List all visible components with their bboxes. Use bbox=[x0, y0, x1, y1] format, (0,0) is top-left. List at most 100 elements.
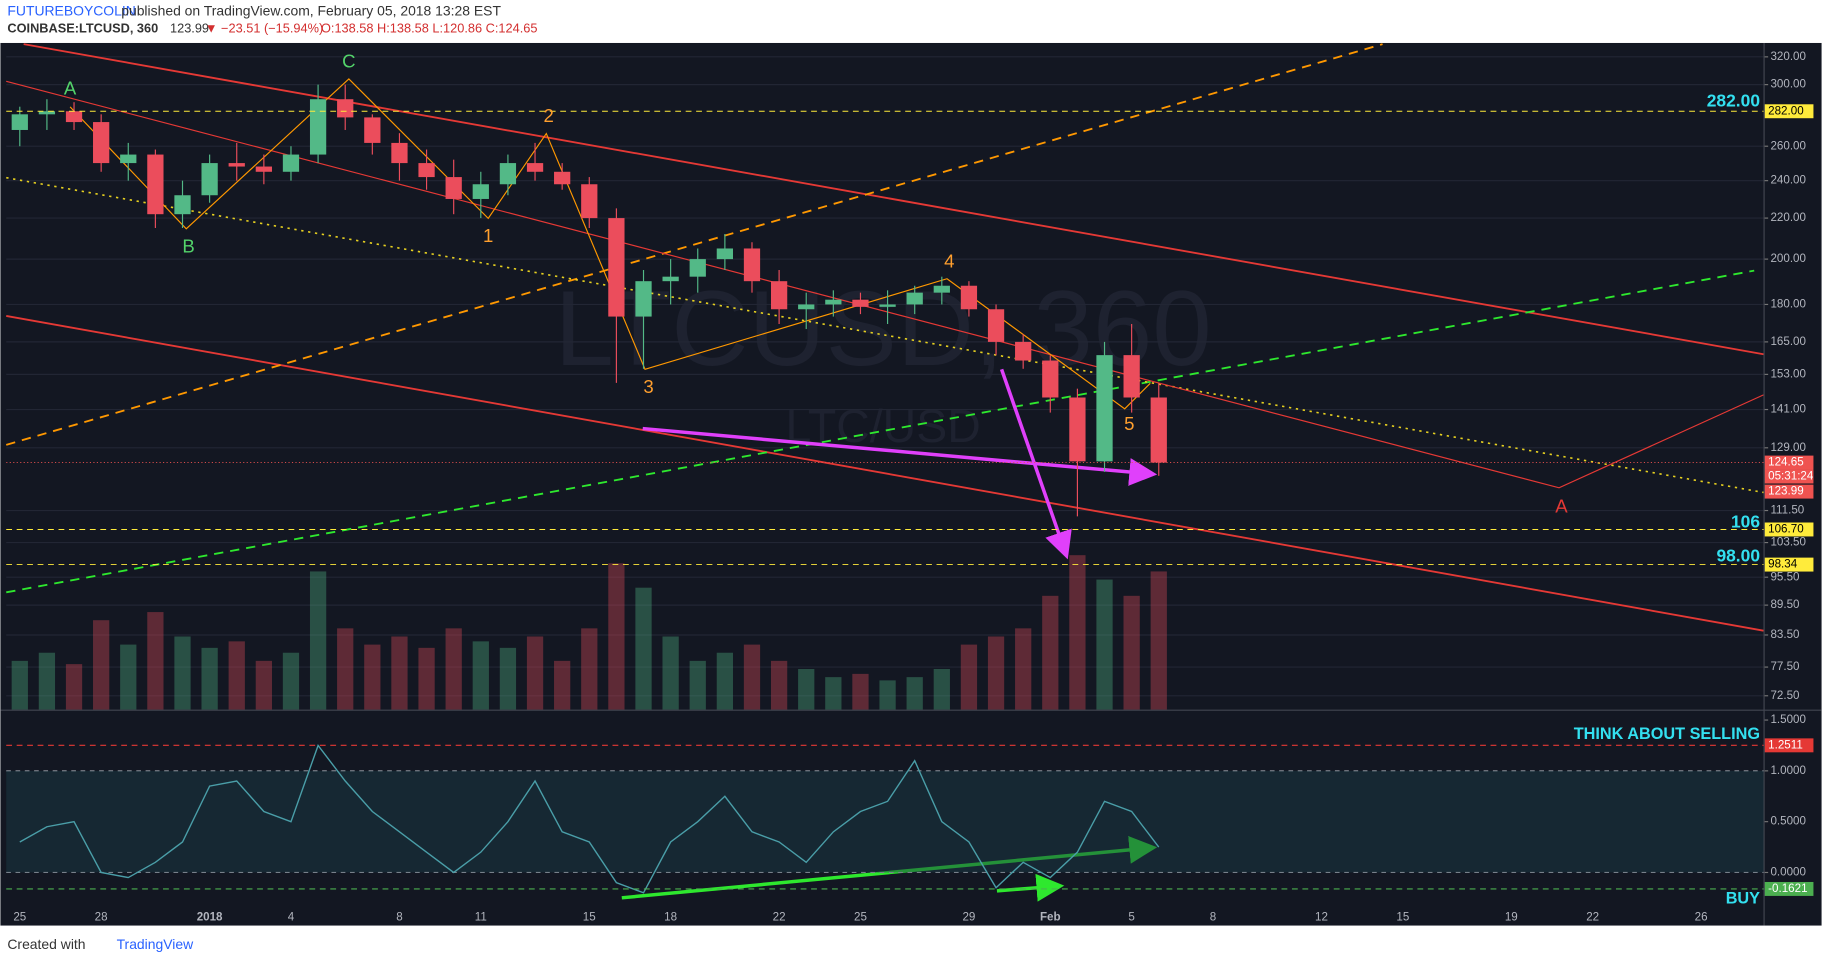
volume-bar bbox=[11, 660, 28, 710]
x-tick-label: 8 bbox=[396, 911, 402, 924]
volume-bar bbox=[879, 680, 896, 710]
last-price: 123.99 bbox=[170, 20, 209, 35]
volume-bar bbox=[1069, 555, 1086, 710]
volume-bar bbox=[65, 664, 83, 710]
volume-bar bbox=[554, 660, 571, 710]
volume-bar bbox=[38, 652, 56, 710]
volume-bar bbox=[1096, 579, 1113, 710]
wave-label: 5 bbox=[1124, 413, 1134, 434]
brand[interactable]: TradingView bbox=[117, 936, 195, 952]
candle-body bbox=[147, 154, 164, 215]
x-tick-label: 4 bbox=[288, 911, 295, 924]
candle-body bbox=[174, 195, 191, 215]
volume-bar bbox=[770, 660, 788, 710]
volume-bar bbox=[581, 628, 598, 710]
volume-bar bbox=[852, 673, 869, 710]
candle-body bbox=[228, 163, 245, 167]
countdown: 05:31:24 bbox=[1768, 470, 1814, 483]
x-tick-label: 18 bbox=[664, 911, 677, 924]
y-tick-label: 83.50 bbox=[1770, 628, 1799, 641]
volume-bar bbox=[174, 636, 191, 710]
candle-body bbox=[906, 292, 923, 305]
ohlc: O:138.58 H:138.58 L:120.86 C:124.65 bbox=[321, 20, 537, 35]
published: published on TradingView.com, February 0… bbox=[121, 2, 501, 18]
volume-bar bbox=[472, 641, 489, 710]
candles bbox=[11, 84, 1167, 517]
y-tick-label: 0.5000 bbox=[1770, 815, 1806, 828]
candle-body bbox=[689, 259, 706, 277]
arrow bbox=[642, 426, 1158, 486]
price-label-box bbox=[1764, 881, 1814, 896]
wave-label: 3 bbox=[643, 376, 653, 397]
arrow bbox=[996, 873, 1065, 902]
volume-bar bbox=[689, 660, 706, 710]
trendline bbox=[6, 314, 1764, 632]
y-tick-label: 1.0000 bbox=[1770, 764, 1806, 777]
level-annotation: 106 bbox=[1731, 512, 1760, 532]
trendline bbox=[6, 176, 1764, 494]
candle-body bbox=[770, 281, 788, 310]
x-tick-label: 25 bbox=[854, 911, 867, 924]
y-tick-label: 89.50 bbox=[1770, 598, 1799, 611]
candle-body bbox=[716, 248, 733, 260]
y-tick-label: 180.00 bbox=[1770, 298, 1806, 311]
candle-body bbox=[743, 248, 761, 282]
volume-bar bbox=[987, 636, 1005, 710]
candle-body bbox=[255, 166, 272, 172]
symbol: COINBASE:LTCUSD, 360 bbox=[7, 20, 158, 35]
volume-bar bbox=[608, 563, 625, 710]
wave-label: 1 bbox=[483, 225, 493, 246]
volume-bar bbox=[743, 644, 761, 710]
level-text: THINK ABOUT SELLING bbox=[1574, 725, 1760, 743]
x-tick-label: 12 bbox=[1315, 911, 1328, 924]
x-tick-label: 19 bbox=[1505, 911, 1518, 924]
level-annotation: 98.00 bbox=[1716, 545, 1760, 565]
candle-body bbox=[364, 117, 381, 143]
volume-bar bbox=[282, 652, 300, 710]
candle-body bbox=[391, 142, 408, 164]
price-label: -0.1621 bbox=[1768, 882, 1807, 895]
candle-body bbox=[418, 163, 435, 178]
candle-body bbox=[120, 154, 137, 164]
y-tick-label: 240.00 bbox=[1770, 174, 1806, 187]
candle-body bbox=[1042, 360, 1059, 398]
wave-label: B bbox=[182, 235, 194, 256]
candle-body bbox=[93, 122, 110, 164]
y-tick-label: 0.0000 bbox=[1770, 866, 1806, 879]
volume-bar bbox=[1015, 628, 1032, 710]
x-tick-label: 8 bbox=[1210, 911, 1216, 924]
price-label-box bbox=[1764, 738, 1814, 753]
price-label-box bbox=[1764, 484, 1814, 499]
price-label: 106.70 bbox=[1768, 523, 1804, 536]
volume-bar bbox=[798, 668, 815, 710]
candle-body bbox=[499, 163, 517, 185]
volume-bar bbox=[228, 641, 245, 710]
y-tick-label: 165.00 bbox=[1770, 335, 1806, 348]
created: Created with bbox=[7, 936, 85, 952]
trendline bbox=[6, 269, 1755, 594]
volume-bar bbox=[906, 677, 923, 710]
wave-label: A bbox=[1555, 495, 1568, 516]
level-annotation: 282.00 bbox=[1707, 91, 1760, 111]
price-label: 124.65 bbox=[1768, 456, 1804, 469]
osc-band bbox=[6, 770, 1764, 873]
volume-bar bbox=[1123, 595, 1140, 710]
x-tick-label: 29 bbox=[962, 911, 975, 924]
candle-body bbox=[879, 304, 896, 307]
y-tick-label: 111.50 bbox=[1770, 504, 1804, 517]
arrow bbox=[999, 368, 1072, 560]
y-tick-label: 300.00 bbox=[1770, 78, 1806, 91]
price-label-box bbox=[1764, 104, 1814, 119]
y-tick-label: 129.00 bbox=[1770, 441, 1806, 454]
candle-body bbox=[608, 218, 625, 317]
candle-body bbox=[526, 163, 544, 172]
candle-body bbox=[65, 111, 83, 123]
change: ▼ −23.51 (−15.94%) bbox=[205, 20, 323, 35]
candle-body bbox=[798, 304, 815, 310]
candle-body bbox=[445, 177, 462, 199]
wave-path bbox=[69, 78, 1151, 410]
x-tick-label: Feb bbox=[1040, 911, 1061, 924]
candle-body bbox=[635, 281, 652, 317]
volume-bar bbox=[120, 644, 137, 710]
